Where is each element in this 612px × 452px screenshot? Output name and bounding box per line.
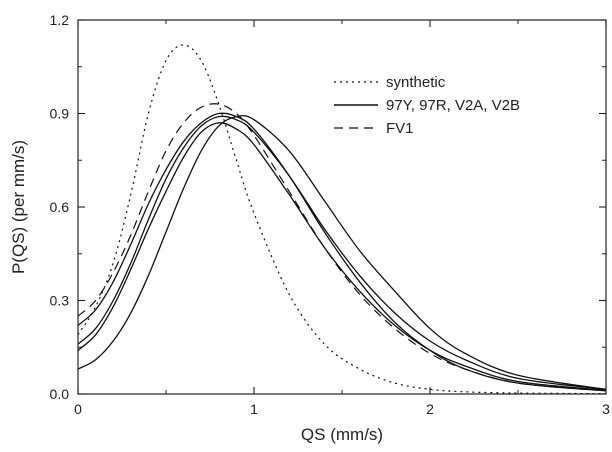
series-line-4-solid <box>78 122 606 391</box>
legend-label: 97Y, 97R, V2A, V2B <box>386 97 520 114</box>
legend-label: FV1 <box>386 120 414 137</box>
series-layer <box>78 44 606 394</box>
legend-label: synthetic <box>386 74 446 91</box>
plot-frame <box>77 19 607 395</box>
y-tick-label: 0.6 <box>50 199 70 215</box>
ticks-layer: 0 1 2 3 0.0 0.3 0.6 0.9 1.2 <box>50 12 611 417</box>
series-line-6-dashed <box>78 103 606 392</box>
y-tick-label: 1.2 <box>50 12 70 28</box>
x-tick-label: 1 <box>250 401 258 417</box>
y-axis-label: P(QS) (per mm/s) <box>9 140 28 274</box>
x-axis-label: QS (mm/s) <box>301 425 383 444</box>
x-tick-label: 3 <box>602 401 610 417</box>
y-tick-label: 0.3 <box>50 293 70 309</box>
series-line-3-solid <box>78 115 606 390</box>
series-line-1-dotted <box>78 44 606 394</box>
series-line-5-solid <box>78 114 606 390</box>
legend: synthetic 97Y, 97R, V2A, V2B FV1 <box>334 74 520 137</box>
y-tick-label: 0.9 <box>50 106 70 122</box>
x-tick-label: 0 <box>74 401 82 417</box>
series-line-2-solid <box>78 112 606 392</box>
x-tick-label: 2 <box>426 401 434 417</box>
y-tick-label: 0.0 <box>50 386 70 402</box>
